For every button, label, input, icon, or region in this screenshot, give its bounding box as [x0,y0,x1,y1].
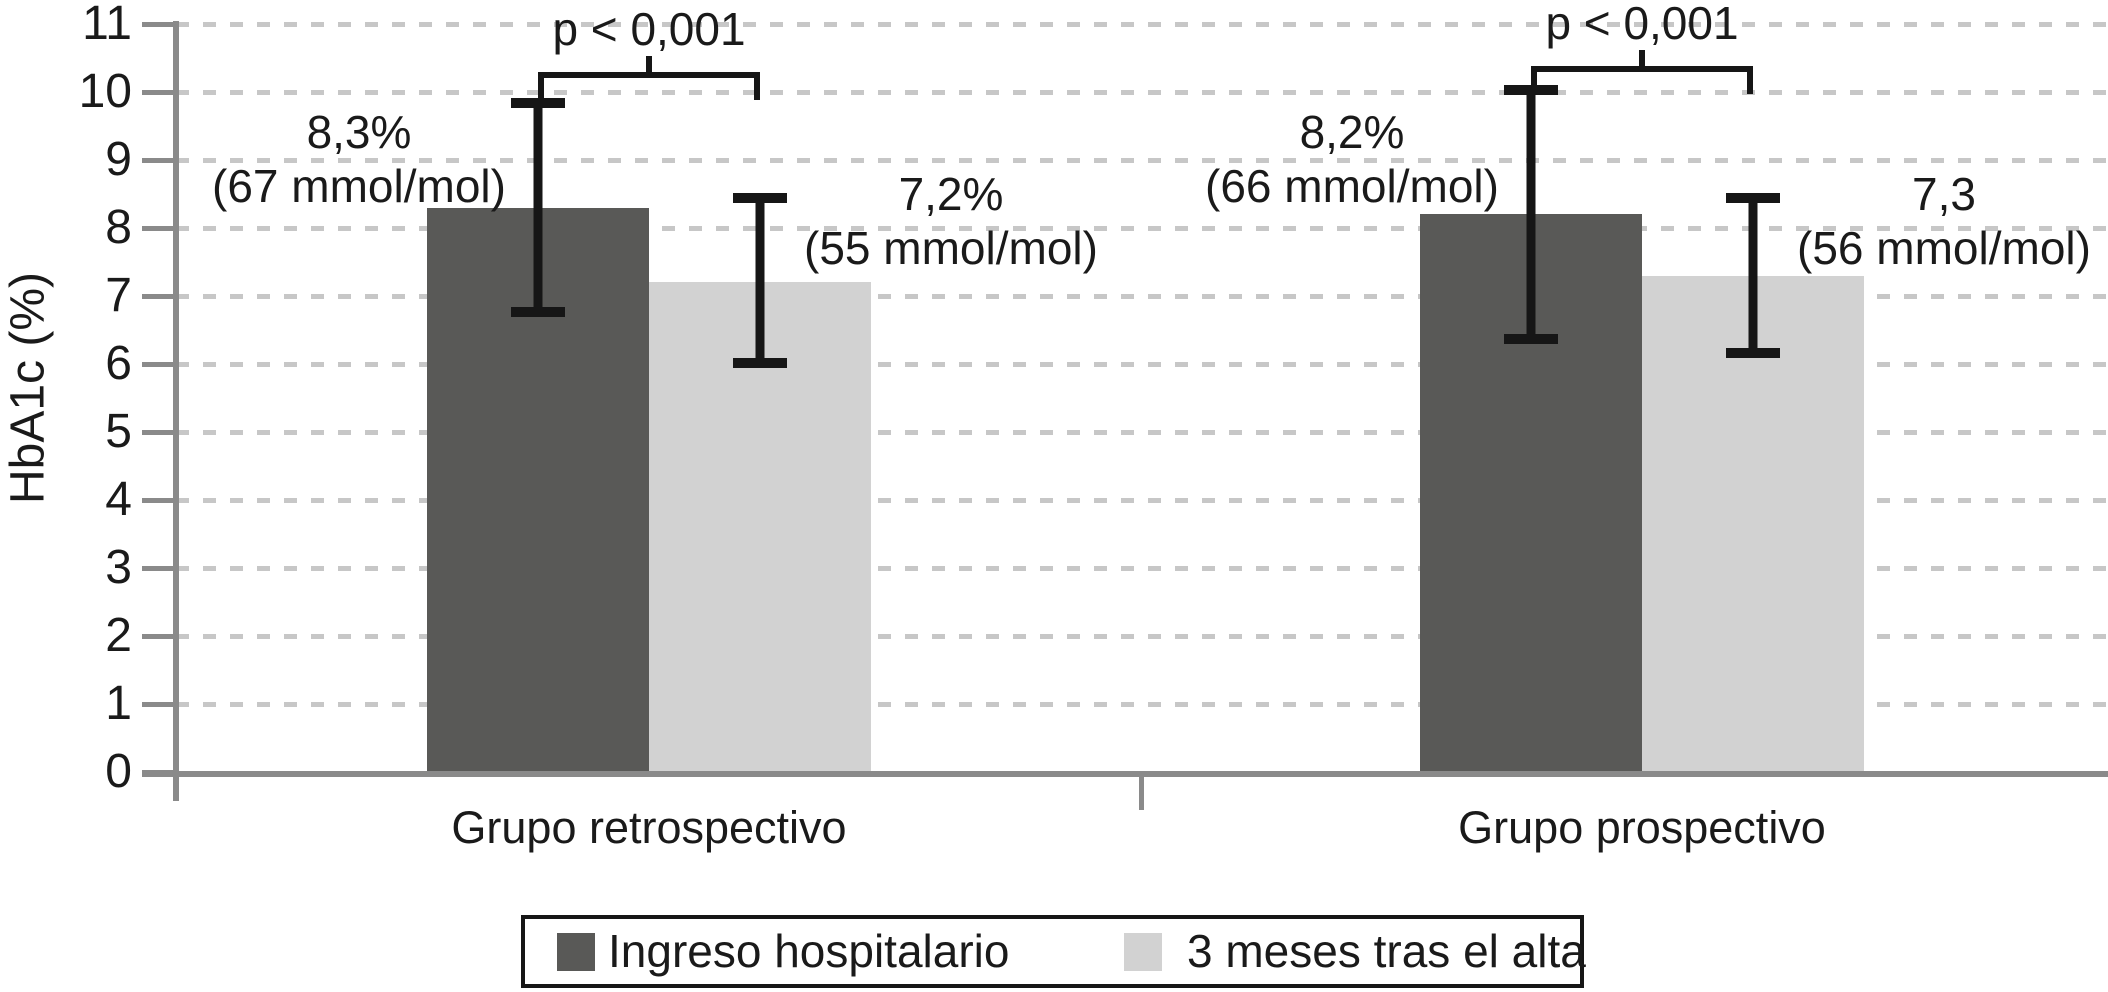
x-axis-line [142,771,2108,777]
bar-value-annotation: 7,2% (55 mmol/mol) [804,167,1098,275]
error-bar-cap-bottom [1504,334,1558,345]
significance-bracket-left-tick [1531,66,1537,94]
y-tick-label: 6 [105,337,132,390]
y-axis-line [173,21,179,801]
legend: Ingreso hospitalario 3 meses tras el alt… [521,915,1586,988]
error-bar-cap-bottom [511,307,565,317]
y-tick-mark [142,430,176,435]
error-bar-cap-bottom [733,358,787,368]
gridline [176,362,2108,367]
gridline [176,498,2108,503]
gridline [176,226,2108,231]
bar-value-annotation-line: 8,3% [306,106,412,158]
error-bar-line [1526,88,1536,341]
x-axis-category-divider-tick [1139,776,1144,810]
y-tick-label: 3 [105,541,132,594]
y-tick-label: 9 [105,133,132,186]
bar-value-annotation-line: 7,3 [1912,168,1976,220]
significance-bracket-right-tick [1747,66,1753,94]
error-bar-line [755,197,765,364]
error-bar-cap-bottom [1726,347,1780,358]
y-tick-mark [142,566,176,571]
bar-value-annotation-line: 8,2% [1299,106,1405,158]
gridline [176,430,2108,435]
legend-swatch-3-meses-tras-el-alta [1124,933,1162,971]
error-bar-cap-top [733,193,787,204]
legend-label-ingreso-hospitalario: Ingreso hospitalario [608,925,1010,977]
y-tick-label: 7 [105,269,132,322]
legend-label-3-meses-tras-el-alta: 3 meses tras el alta [1187,925,1586,977]
y-tick-mark [142,158,176,163]
x-category-label: Grupo retrospectivo [451,802,847,853]
gridline [176,294,2108,299]
significance-bracket-center-tick [646,56,652,72]
significance-bracket-right-tick [754,72,760,100]
error-bar-cap-top [1726,193,1780,204]
y-tick-mark [142,702,176,707]
y-tick-mark [142,22,176,27]
y-tick-mark [142,498,176,503]
y-tick-mark [142,294,176,299]
gridline [176,566,2108,571]
gridline [176,702,2108,707]
bar-value-annotation: 8,3% (67 mmol/mol) [212,105,506,213]
y-tick-mark [142,634,176,639]
y-tick-mark [142,226,176,231]
y-tick-mark [142,362,176,367]
y-tick-label: 5 [105,405,132,458]
y-tick-label: 4 [105,473,132,526]
y-tick-label: 0 [105,745,132,798]
bar-value-annotation-line: (56 mmol/mol) [1797,222,2091,274]
bar-value-annotation-line: (67 mmol/mol) [212,160,506,212]
error-bar-cap-top [511,98,565,109]
y-tick-label: 11 [82,0,132,50]
y-axis-title: HbA1c (%) [1,271,55,505]
significance-bracket-center-tick [1639,50,1645,66]
gridline [176,634,2108,639]
bar-3-meses-tras-el-alta-group-1 [1642,275,1864,772]
y-tick-mark [142,90,176,95]
p-value-label: p < 0,001 [1545,0,1739,49]
bar-value-annotation-line: (55 mmol/mol) [804,222,1098,274]
gridline [176,158,2108,163]
bar-value-annotation: 8,2% (66 mmol/mol) [1205,105,1499,213]
y-tick-label: 2 [105,609,132,662]
gridline [176,22,2108,27]
significance-bracket-horizontal [1531,66,1753,72]
y-tick-label: 1 [105,677,132,730]
y-tick-label: 8 [105,201,132,254]
significance-bracket-horizontal [538,72,760,78]
bar-value-annotation: 7,3 (56 mmol/mol) [1797,167,2091,275]
y-tick-label: 10 [78,65,132,118]
error-bar-line [533,102,543,313]
bar-value-annotation-line: 7,2% [898,168,1004,220]
p-value-label: p < 0,001 [552,3,746,55]
error-bar-line [1748,197,1758,354]
y-tick-mark [142,770,176,775]
x-category-label: Grupo prospectivo [1458,802,1826,853]
legend-swatch-ingreso-hospitalario [557,933,595,971]
gridline [176,90,2108,95]
bar-value-annotation-line: (66 mmol/mol) [1205,160,1499,212]
significance-bracket-left-tick [538,72,544,100]
